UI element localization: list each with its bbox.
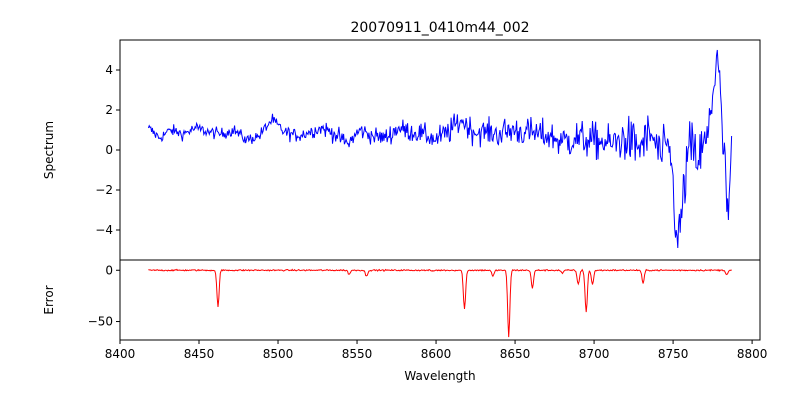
x-tick-label: 8650 <box>500 347 531 361</box>
error-axes-frame <box>119 259 761 341</box>
x-tick-label: 8750 <box>658 347 689 361</box>
x-tick-label: 8550 <box>342 347 373 361</box>
spectrum-axes-frame <box>119 39 761 261</box>
error-series-line <box>148 268 732 338</box>
error-panel: −50 0 Error <box>42 259 761 341</box>
x-tick-label: 8700 <box>579 347 610 361</box>
spectrum-ytick-label: −4 <box>95 223 113 237</box>
x-tick-label: 8800 <box>737 347 768 361</box>
spectrum-ylabel: Spectrum <box>42 121 56 179</box>
x-tick-label: 8400 <box>105 347 136 361</box>
x-tick-label: 8500 <box>263 347 294 361</box>
spectrum-panel: −4 −2 0 2 4 Spectrum <box>42 39 761 261</box>
spectrum-ytick-label: 2 <box>105 103 113 117</box>
error-ytick-label: −50 <box>88 315 113 329</box>
spectrum-ytick-label: 0 <box>105 143 113 157</box>
chart-title: 20070911_0410m44_002 <box>350 20 529 36</box>
x-tick-label: 8600 <box>421 347 452 361</box>
error-ytick-label: 0 <box>105 263 113 277</box>
error-ylabel: Error <box>42 285 56 314</box>
spectrum-series-line <box>147 49 733 249</box>
spectrum-ytick-label: 4 <box>105 63 113 77</box>
x-axis-label: Wavelength <box>404 369 475 383</box>
spectrum-ytick-label: −2 <box>95 183 113 197</box>
x-tick-label: 8450 <box>184 347 215 361</box>
